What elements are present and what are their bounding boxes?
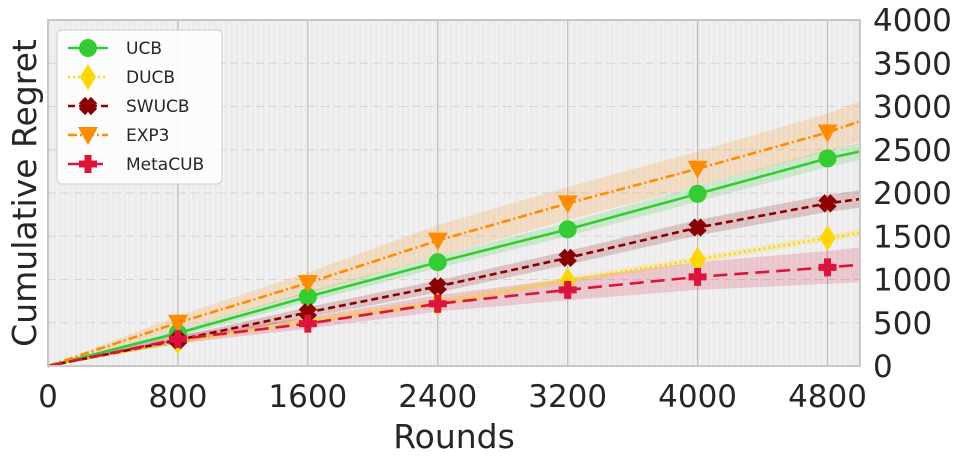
metacub-line: [47, 263, 861, 368]
metacub-legend-marker: [79, 155, 97, 173]
x-tick-label: 2400: [398, 379, 477, 415]
ucb-point: [558, 220, 577, 239]
ducb-line: [47, 231, 861, 368]
ucb-line: [47, 150, 861, 368]
exp3-point: [427, 232, 448, 251]
exp3-band: [48, 101, 860, 366]
swucb-point: [558, 248, 577, 268]
y-axis-label: Cumulative Regret: [5, 39, 44, 347]
ucb-point: [298, 287, 317, 306]
swucb-point: [428, 277, 447, 296]
metacub-point: [428, 294, 447, 313]
x-axis-label: Rounds: [393, 417, 515, 456]
y-tick-label: 4000: [873, 3, 952, 39]
series-lines: [47, 119, 861, 368]
swucb-point: [818, 194, 837, 213]
ucb-band: [48, 142, 860, 366]
x-tick-label: 1600: [268, 379, 347, 415]
confidence-bands: [48, 101, 860, 366]
swucb-legend-label: SWUCB: [126, 97, 190, 117]
ducb-legend-label: DUCB: [126, 68, 175, 88]
ucb-legend-label: UCB: [126, 39, 162, 59]
legend-box: [56, 29, 223, 185]
exp3-point: [297, 274, 318, 293]
x-axis-ticks: 0 800 1600 2400 3200 4000 4800: [38, 379, 867, 415]
exp3-point: [817, 124, 838, 143]
x-tick-label: 4800: [788, 379, 867, 415]
ucb-point: [428, 253, 447, 272]
plot-frame: [47, 19, 861, 367]
metacub-point: [688, 267, 707, 286]
metacub-point: [298, 314, 317, 333]
y-tick-label: 2500: [873, 133, 952, 169]
ucb-legend-marker: [79, 39, 97, 57]
ducb-point: [689, 246, 706, 273]
ducb-legend-marker: [80, 64, 96, 90]
metacub-point: [558, 280, 577, 299]
exp3-point: [687, 160, 708, 179]
x-tick-label: 4000: [658, 379, 737, 415]
swucb-point: [688, 218, 707, 237]
y-tick-label: 1000: [873, 263, 952, 299]
series-markers: [167, 124, 838, 355]
metacub-band: [48, 247, 860, 366]
exp3-point: [557, 195, 578, 214]
metacub-point: [168, 330, 187, 349]
metacub-legend-label: MetaCUB: [126, 155, 204, 175]
exp3-point: [167, 314, 188, 333]
ucb-point: [688, 184, 707, 203]
swucb-band: [48, 190, 860, 366]
y-tick-label: 500: [873, 306, 932, 342]
swucb-point: [298, 303, 318, 322]
exp3-line: [47, 119, 861, 368]
metacub-point: [818, 258, 837, 277]
y-tick-label: 3500: [873, 46, 952, 82]
y-tick-label: 1500: [873, 219, 952, 255]
x-tick-label: 3200: [528, 379, 607, 415]
legend: UCB DUCB SWUCB EXP3 MetaCUB: [56, 29, 223, 185]
y-axis-ticks: 0 500 1000 1500 2000 2500 3000 3500 4000: [873, 3, 952, 385]
exp3-legend-label: EXP3: [126, 126, 169, 146]
y-tick-label: 3000: [873, 90, 952, 126]
ucb-point: [818, 149, 837, 168]
ducb-point: [819, 224, 836, 251]
exp3-legend-marker: [78, 127, 98, 145]
y-tick-label: 0: [873, 349, 893, 385]
x-tick-label: 800: [148, 379, 207, 415]
ducb-band: [48, 229, 860, 366]
swucb-legend-marker: [78, 96, 98, 116]
y-tick-label: 2000: [873, 176, 952, 212]
x-tick-label: 0: [38, 379, 58, 415]
